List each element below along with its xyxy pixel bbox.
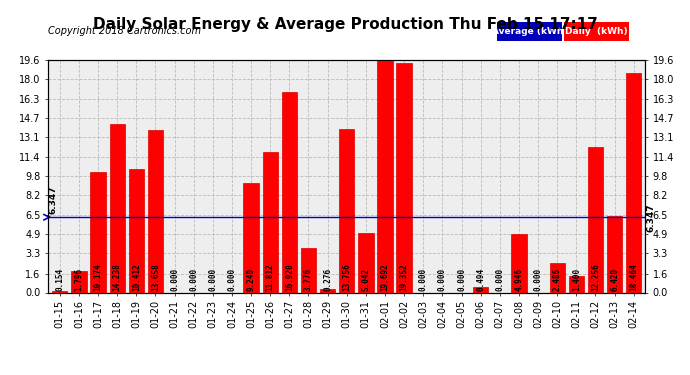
Bar (339, 129, 355, 292)
Text: Daily Solar Energy & Average Production Thu Feb 15 17:17: Daily Solar Energy & Average Production … (92, 17, 598, 32)
Text: 0.000: 0.000 (189, 268, 198, 291)
Bar (358, 233, 373, 292)
Text: 0.494: 0.494 (476, 268, 485, 291)
Text: 0.000: 0.000 (438, 268, 447, 291)
Text: 12.256: 12.256 (591, 263, 600, 291)
Text: 10.174: 10.174 (94, 263, 103, 291)
Bar (244, 183, 259, 292)
Bar (397, 63, 412, 292)
Bar (626, 74, 641, 292)
Text: 2.486: 2.486 (553, 268, 562, 291)
Text: 5.042: 5.042 (362, 268, 371, 291)
Text: 0.000: 0.000 (495, 268, 504, 291)
Text: 19.692: 19.692 (380, 263, 389, 291)
Bar (263, 152, 278, 292)
Text: 0.000: 0.000 (533, 268, 542, 291)
Text: 6.347: 6.347 (647, 203, 656, 231)
Text: 19.352: 19.352 (400, 263, 408, 291)
Bar (282, 92, 297, 292)
Text: 0.000: 0.000 (457, 268, 466, 291)
Bar (511, 234, 526, 292)
Text: Copyright 2018 Cartronics.com: Copyright 2018 Cartronics.com (48, 26, 201, 36)
Text: 3.776: 3.776 (304, 268, 313, 291)
Text: 0.000: 0.000 (208, 268, 217, 291)
Text: Average (kWh): Average (kWh) (492, 27, 567, 36)
Text: 18.464: 18.464 (629, 263, 638, 291)
Text: 0.000: 0.000 (228, 268, 237, 291)
Bar (320, 289, 335, 292)
Bar (301, 248, 316, 292)
Text: 4.946: 4.946 (514, 268, 524, 291)
Bar (71, 271, 86, 292)
Bar (90, 172, 106, 292)
Bar (588, 147, 603, 292)
Text: 13.658: 13.658 (151, 263, 160, 291)
Text: 9.240: 9.240 (246, 268, 255, 291)
Bar (377, 59, 393, 292)
Bar (607, 216, 622, 292)
Bar (110, 124, 125, 292)
Text: 0.000: 0.000 (170, 268, 179, 291)
Text: 6.420: 6.420 (610, 268, 619, 291)
Bar (128, 169, 144, 292)
Text: 13.756: 13.756 (342, 263, 351, 291)
Text: 0.154: 0.154 (55, 268, 64, 291)
Text: 10.412: 10.412 (132, 263, 141, 291)
Bar (52, 291, 68, 292)
Text: Daily  (kWh): Daily (kWh) (565, 27, 628, 36)
Text: 0.276: 0.276 (323, 268, 332, 291)
Bar (549, 263, 565, 292)
Bar (148, 130, 163, 292)
Text: 1.400: 1.400 (572, 268, 581, 291)
Bar (569, 276, 584, 292)
Text: 6.347: 6.347 (49, 186, 58, 214)
Text: 0.000: 0.000 (419, 268, 428, 291)
Text: 1.796: 1.796 (75, 268, 83, 291)
Text: 11.812: 11.812 (266, 263, 275, 291)
Text: 16.920: 16.920 (285, 263, 294, 291)
Text: 14.238: 14.238 (112, 263, 121, 291)
Bar (473, 286, 489, 292)
